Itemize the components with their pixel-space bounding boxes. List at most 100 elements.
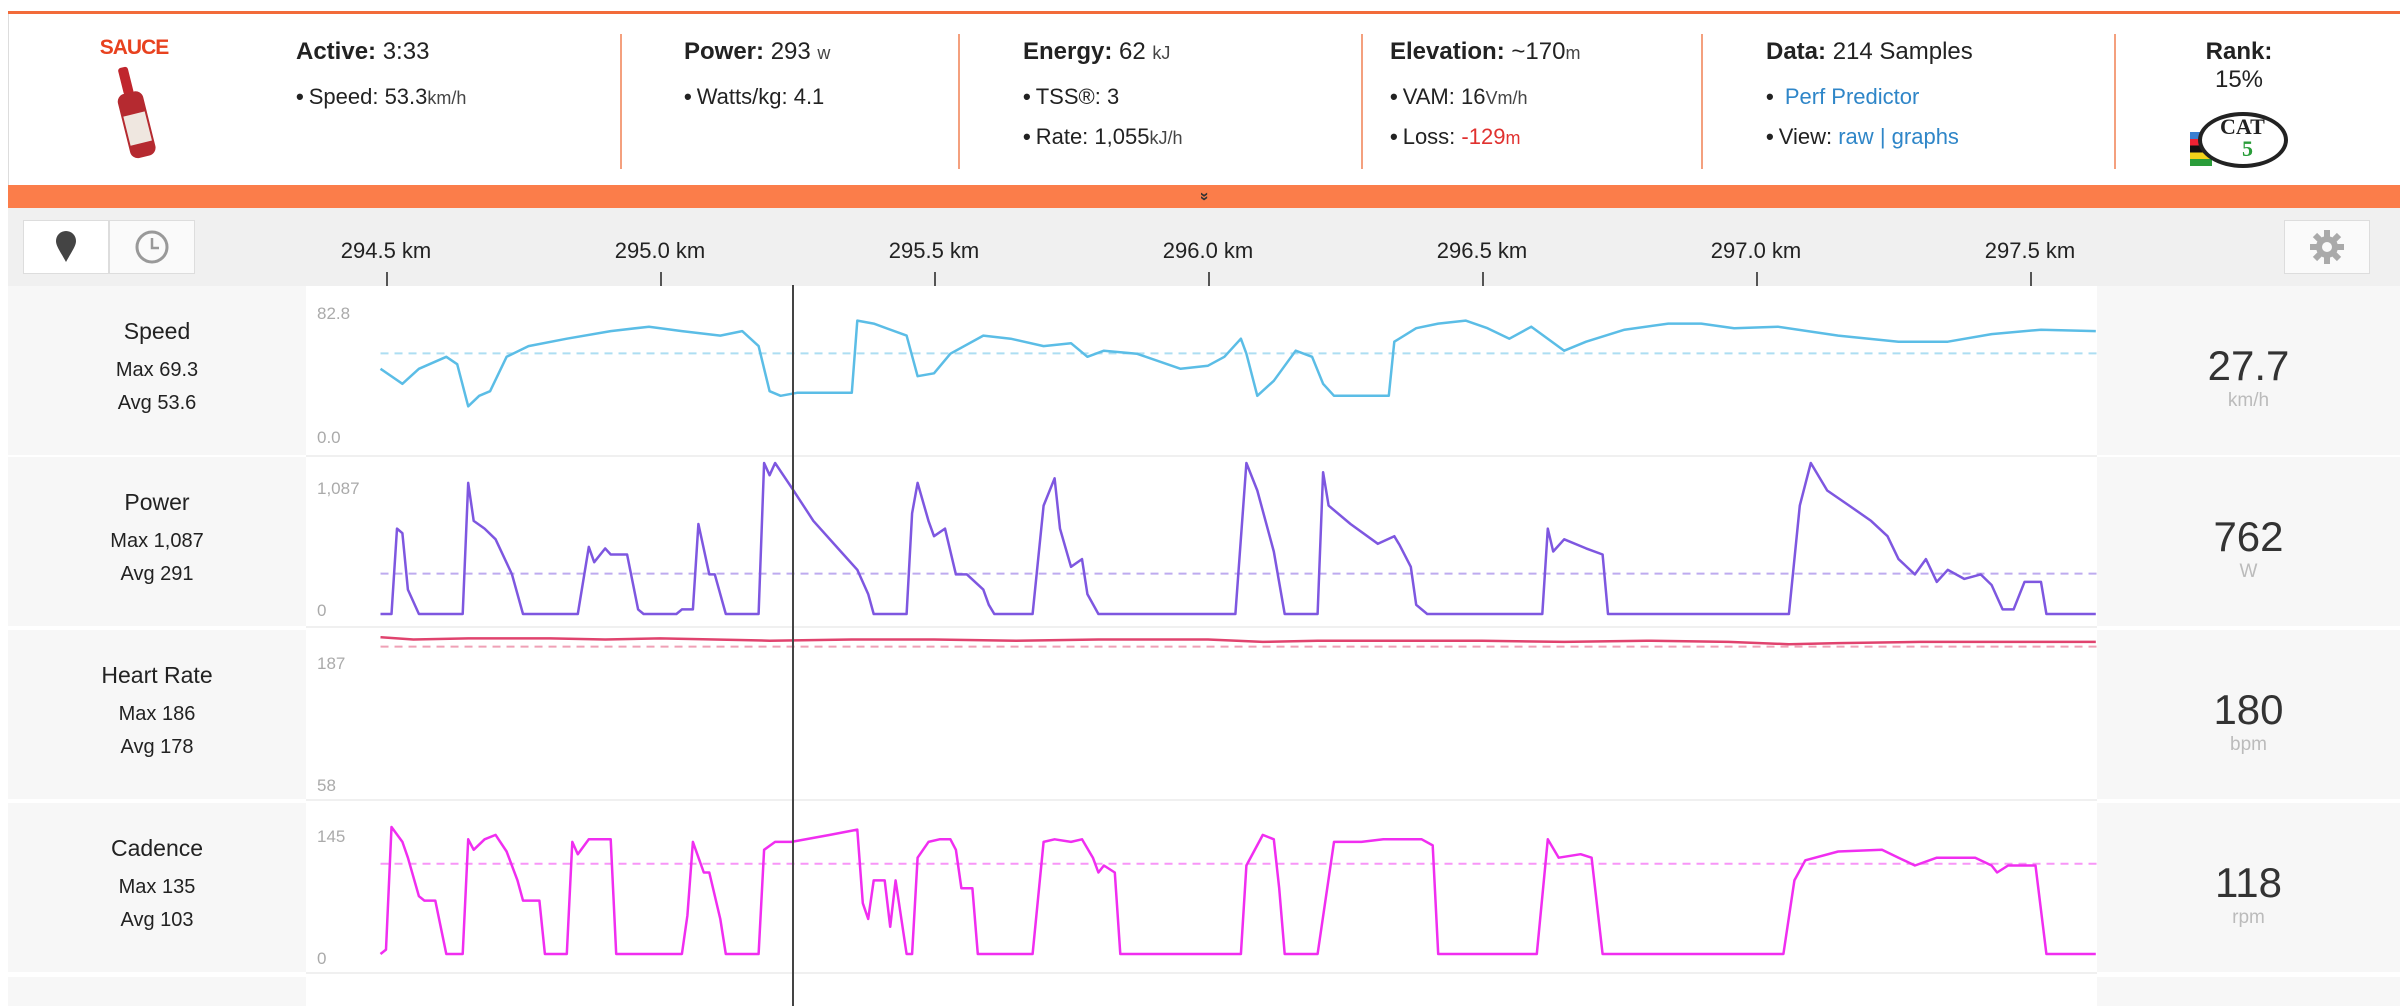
heart_rate-series-line <box>380 635 2096 646</box>
view-graphs-link[interactable]: graphs <box>1891 124 1959 149</box>
power-chart[interactable]: 1,087 0 <box>306 457 2097 628</box>
series-avg: Avg 178 <box>120 736 194 758</box>
data-stat: Data: 214 Samples • Perf Predictor • View… <box>1766 38 1973 149</box>
axis-tick-label: 297.5 km <box>1984 238 2076 263</box>
axis-tick-label: 295.5 km <box>888 238 980 263</box>
view-raw-link[interactable]: raw <box>1838 124 1874 149</box>
settings-button[interactable] <box>2284 220 2370 274</box>
badge-number: 5 <box>2242 136 2253 161</box>
axis-tick <box>1482 272 1484 286</box>
perf-predictor-link[interactable]: Perf Predictor <box>1784 84 1920 109</box>
speed-chart[interactable]: 82.8 0.0 <box>306 286 2097 457</box>
wkg-value: 4.1 <box>793 84 825 109</box>
energy-stat: Energy: 62 kJ • TSS®: 3 • Rate: 1,055kJ/h <box>1023 38 1183 149</box>
current-unit: rpm <box>2232 907 2265 928</box>
gear-icon <box>2310 230 2344 264</box>
extra-row <box>8 977 306 1006</box>
cadence-plot <box>379 825 2097 956</box>
loss-unit: m <box>1505 128 1521 148</box>
current-value: 762 <box>2213 513 2284 560</box>
range-min-label: 0 <box>317 601 327 620</box>
current-unit: bpm <box>2230 734 2267 755</box>
range-max-label: 82.8 <box>317 304 351 323</box>
tss-value: 3 <box>1106 84 1120 109</box>
axis-tick-label: 295.0 km <box>614 238 706 263</box>
power-label: Power: <box>684 38 765 65</box>
axis-tick-label: 296.5 km <box>1436 238 1528 263</box>
range-min-label: 58 <box>317 776 336 795</box>
extra-row-values <box>2097 977 2400 1006</box>
wkg-label: Watts/kg: <box>696 84 788 109</box>
divider <box>1701 34 1703 169</box>
cadence-chart[interactable]: 145 0 <box>306 803 2097 974</box>
view-label: View: <box>1778 124 1833 149</box>
series-max: Max 186 <box>118 703 196 725</box>
range-min-label: 0.0 <box>317 428 341 447</box>
heart_rate-current-panel: 180 bpm <box>2097 630 2400 801</box>
data-value: 214 Samples <box>1832 38 1973 65</box>
axis-tick-label: 294.5 km <box>340 238 432 263</box>
time-mode-button[interactable] <box>109 220 195 274</box>
badge-text: CAT <box>2220 114 2265 139</box>
divider <box>958 34 960 169</box>
rank-value: 15% <box>2214 66 2264 93</box>
speed-current-panel: 27.7 km/h <box>2097 286 2400 457</box>
elevation-label: Elevation: <box>1390 38 1505 65</box>
rate-label: Rate: <box>1035 124 1089 149</box>
speed-value: 53.3 <box>384 84 428 109</box>
sauce-bottle-icon <box>117 66 156 159</box>
distance-mode-button[interactable] <box>23 220 109 274</box>
rate-value: 1,055 <box>1094 124 1150 149</box>
heart_rate-label-panel: Heart Rate Max 186 Avg 178 <box>8 630 306 801</box>
current-unit: W <box>2239 561 2258 582</box>
speed-unit: km/h <box>427 88 467 108</box>
series-name: Cadence <box>110 835 204 861</box>
axis-tick <box>934 272 936 286</box>
loss-value: -129 <box>1461 124 1506 149</box>
power-current-panel: 762 W <box>2097 457 2400 628</box>
vam-label: VAM: <box>1402 84 1455 109</box>
series-avg: Avg 291 <box>120 563 194 585</box>
vam-value: 16 <box>1460 84 1486 109</box>
vam-unit: Vm/h <box>1485 88 1528 108</box>
speed-plot <box>379 319 2097 408</box>
speed-label-panel: Speed Max 69.3 Avg 53.6 <box>8 286 306 457</box>
axis-tick <box>660 272 662 286</box>
view-separator: | <box>1879 124 1886 149</box>
range-max-label: 145 <box>317 827 346 846</box>
series-max: Max 135 <box>118 876 196 898</box>
collapse-header-bar[interactable]: » <box>8 185 2400 208</box>
range-min-label: 0 <box>317 949 327 968</box>
position-cursor-line[interactable] <box>792 285 794 1006</box>
heart_rate-plot <box>380 635 2097 648</box>
energy-label: Energy: <box>1023 38 1113 65</box>
summary-header: SAUCE Active: 3:33 • Speed: 53.3km/h Powe… <box>8 14 2400 185</box>
axis-tick <box>1208 272 1210 286</box>
current-value: 27.7 <box>2207 342 2290 389</box>
active-value: 3:33 <box>382 38 430 65</box>
power-value: 293 <box>770 38 811 65</box>
active-label: Active: <box>296 38 377 65</box>
heart_rate-chart[interactable]: 187 58 <box>306 630 2097 801</box>
series-name: Heart Rate <box>101 662 213 688</box>
series-avg: Avg 103 <box>120 909 194 931</box>
rank-stat: Rank: 15% CAT 5 <box>2179 38 2299 170</box>
axis-tick <box>1756 272 1758 286</box>
active-stat: Active: 3:33 • Speed: 53.3km/h <box>296 38 467 109</box>
cat-badge-icon: CAT 5 <box>2184 106 2294 170</box>
data-label: Data: <box>1766 38 1827 65</box>
series-max: Max 1,087 <box>110 530 204 552</box>
axis-tick <box>2030 272 2032 286</box>
divider <box>1361 34 1363 169</box>
current-unit: km/h <box>2227 390 2270 411</box>
elevation-value: ~170 <box>1511 38 1566 65</box>
logo-text: SAUCE <box>99 36 170 59</box>
speed-label: Speed: <box>308 84 379 109</box>
power-series-line <box>380 461 2096 616</box>
range-max-label: 187 <box>317 654 346 673</box>
collapse-chevron-icon[interactable]: » <box>1195 192 1213 201</box>
accent-top-border <box>8 11 2400 14</box>
power-unit: w <box>817 43 831 63</box>
clock-icon <box>135 230 169 264</box>
range-max-label: 1,087 <box>317 479 360 498</box>
